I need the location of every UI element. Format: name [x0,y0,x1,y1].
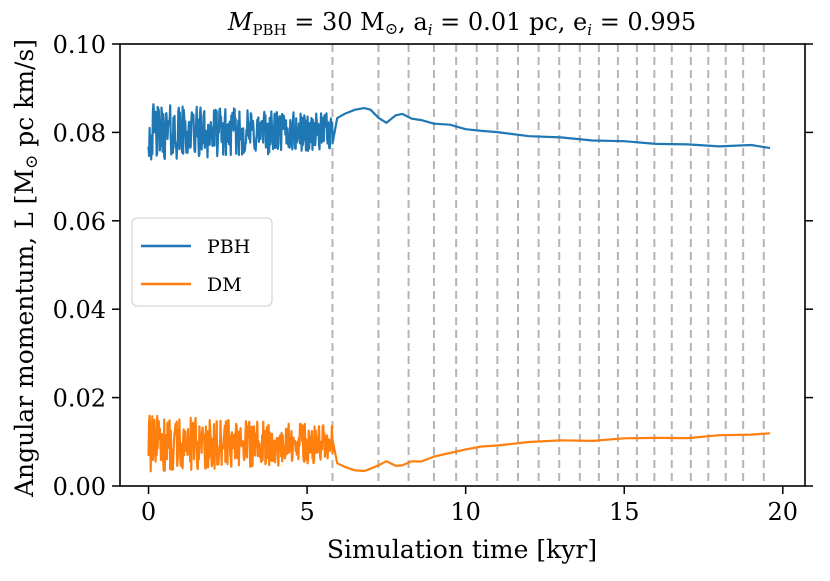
y-tick-label-3: 0.06 [53,208,106,236]
plot-area: 0 5 10 15 20 0.00 0.02 0.04 0.06 0.08 0.10 [53,31,813,526]
series-line-dm [147,414,771,473]
y-tick-label-1: 0.02 [53,385,106,413]
y-tick-label-5: 0.10 [53,31,106,59]
x-tick-label-4: 20 [768,498,799,526]
y-axis-ticks: 0.00 0.02 0.04 0.06 0.08 0.10 [53,31,813,501]
y-axis-label: Angular momentum, L [M⊙ pc km/s] [10,39,42,498]
series-line-pbh [147,103,771,161]
x-tick-label-0: 0 [141,498,156,526]
event-markers [331,44,765,486]
x-tick-label-1: 5 [299,498,314,526]
legend-pbh-label: PBH [207,236,250,258]
y-tick-label-0: 0.00 [53,473,106,501]
series-layer [147,103,771,473]
plot-frame [119,43,806,487]
legend-dm-label: DM [207,274,242,296]
chart-title: MPBH = 30 M⊙, ai = 0.01 pc, ei = 0.995 [227,8,696,39]
legend-box [131,217,273,307]
x-axis-ticks: 0 5 10 15 20 [141,486,798,526]
x-tick-label-3: 15 [609,498,640,526]
x-tick-label-2: 10 [450,498,481,526]
y-tick-label-4: 0.08 [53,119,106,147]
x-axis-label: Simulation time [kyr] [327,535,597,564]
legend: PBH DM [131,217,273,307]
y-tick-label-2: 0.04 [53,296,106,324]
